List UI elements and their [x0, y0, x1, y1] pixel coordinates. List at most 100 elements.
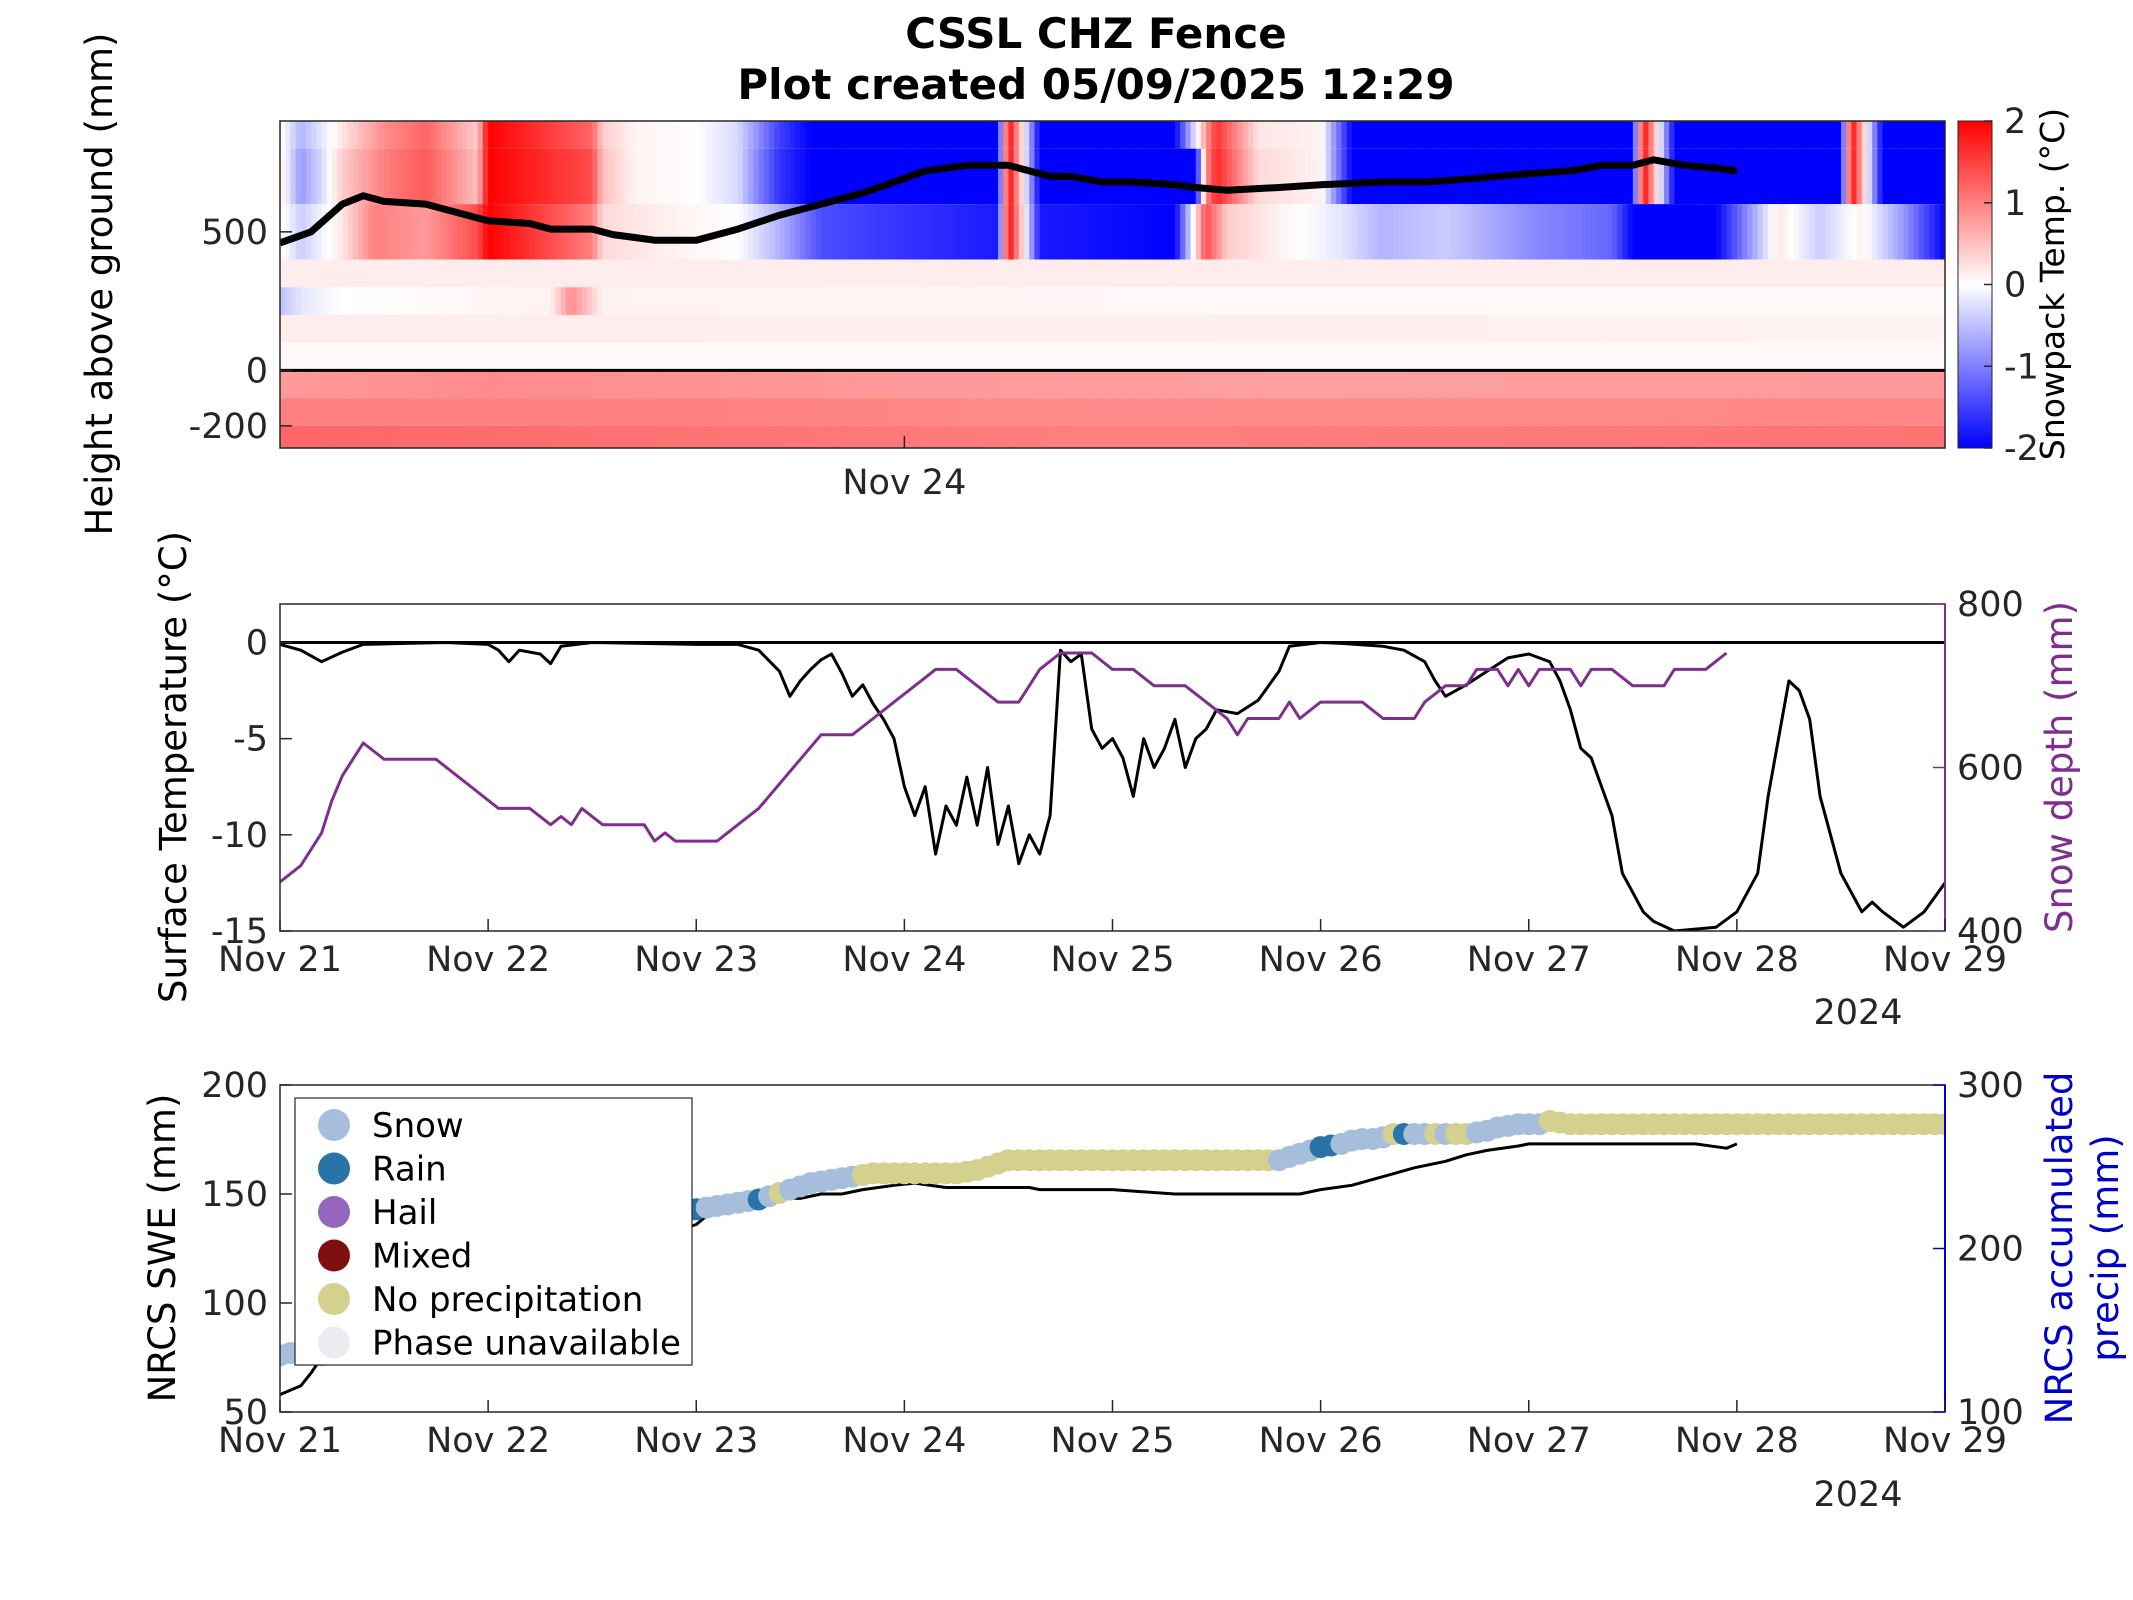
heatmap-cell	[1580, 259, 1587, 288]
heatmap-cell	[852, 425, 859, 448]
heatmap-cell	[1913, 342, 1920, 371]
heatmap-cell	[706, 148, 713, 205]
heatmap-cell	[508, 287, 515, 315]
heatmap-cell	[769, 121, 775, 149]
heatmap-cell	[1638, 342, 1644, 371]
heatmap-cell	[1367, 287, 1374, 315]
heatmap-cell	[1086, 259, 1093, 288]
heatmap-cell	[1596, 287, 1603, 315]
heatmap-cell	[639, 121, 645, 149]
heatmap-cell	[1091, 287, 1098, 315]
heatmap-cell	[404, 259, 411, 288]
heatmap-cell	[1143, 148, 1150, 205]
heatmap-cell	[1939, 314, 1945, 343]
heatmap-cell	[1237, 121, 1244, 149]
heatmap-cell	[1809, 314, 1816, 343]
heatmap-cell	[815, 314, 822, 343]
heatmap-cell	[1591, 398, 1597, 426]
heatmap-cell	[1383, 204, 1389, 260]
heatmap-cell	[1612, 121, 1618, 149]
heatmap-cell	[1211, 121, 1218, 149]
heatmap-cell	[446, 259, 453, 288]
heatmap-cell	[1263, 287, 1270, 315]
heatmap-cell	[1492, 342, 1499, 371]
heatmap-cell	[748, 259, 755, 288]
heatmap-cell	[1742, 204, 1748, 260]
heatmap-cell	[800, 259, 807, 288]
heatmap-cell	[727, 342, 734, 371]
heatmap-cell	[1060, 121, 1067, 149]
heatmap-cell	[841, 398, 848, 426]
heatmap-cell	[482, 287, 489, 315]
heatmap-cell	[1513, 287, 1519, 315]
heatmap-cell	[711, 314, 718, 343]
heatmap-cell	[586, 121, 593, 149]
heatmap-cell	[503, 398, 510, 426]
heatmap-cell	[1024, 425, 1030, 448]
heatmap-cell	[1117, 425, 1124, 448]
heatmap-cell	[1596, 148, 1603, 205]
heatmap-cell	[841, 148, 848, 205]
heatmap-cell	[774, 121, 781, 149]
heatmap-cell	[420, 370, 427, 399]
heatmap-cell	[1289, 148, 1296, 205]
heatmap-cell	[1887, 342, 1894, 371]
heatmap-cell	[1601, 287, 1608, 315]
heatmap-cell	[586, 287, 593, 315]
heatmap-cell	[1742, 425, 1748, 448]
heatmap-cell	[1570, 121, 1577, 149]
heatmap-cell	[358, 314, 364, 343]
heatmap-cell	[914, 204, 921, 260]
heatmap-cell	[550, 259, 557, 288]
heatmap-cell	[1315, 204, 1322, 260]
heatmap-cell	[711, 370, 718, 399]
heatmap-cell	[1258, 259, 1264, 288]
heatmap-cell	[1299, 342, 1306, 371]
heatmap-cell	[1455, 204, 1462, 260]
heatmap-cell	[373, 342, 380, 371]
heatmap-cell	[1549, 370, 1556, 399]
heatmap-cell	[618, 204, 624, 260]
heatmap-cell	[1471, 398, 1478, 426]
heatmap-cell	[1856, 342, 1863, 371]
heatmap-cell	[373, 259, 380, 288]
heatmap-cell	[1835, 287, 1842, 315]
heatmap-cell	[1596, 342, 1603, 371]
heatmap-cell	[1096, 398, 1103, 426]
heatmap-cell	[696, 259, 703, 288]
heatmap-cell	[727, 425, 734, 448]
heatmap-cell	[352, 342, 359, 371]
heatmap-cell	[914, 342, 921, 371]
heatmap-cell	[1013, 425, 1020, 448]
heatmap-cell	[1924, 121, 1930, 149]
heatmap-cell	[919, 425, 926, 448]
heatmap-cell	[940, 342, 947, 371]
heatmap-cell	[1830, 342, 1837, 371]
heatmap-cell	[295, 370, 302, 399]
heatmap-cell	[1102, 287, 1108, 315]
heatmap-cell	[607, 342, 614, 371]
heatmap-cell	[836, 148, 843, 205]
heatmap-cell	[1570, 314, 1577, 343]
heatmap-cell	[1237, 148, 1244, 205]
heatmap-cell	[488, 204, 494, 260]
heatmap-cell	[1060, 425, 1067, 448]
heatmap-cell	[888, 370, 895, 399]
heatmap-cell	[1174, 204, 1181, 260]
heatmap-cell	[456, 259, 463, 288]
heatmap-cell	[1533, 425, 1540, 448]
heatmap-cell	[1117, 259, 1124, 288]
heatmap-cell	[1788, 259, 1795, 288]
heatmap-cell	[1757, 287, 1764, 315]
heatmap-cell	[1435, 259, 1441, 288]
heatmap-cell	[1898, 204, 1904, 260]
heatmap-cell	[862, 204, 869, 260]
heatmap-cell	[514, 314, 520, 343]
heatmap-cell	[337, 148, 344, 205]
heatmap-cell	[1377, 287, 1384, 315]
heatmap-cell	[1424, 204, 1431, 260]
heatmap-cell	[1461, 314, 1467, 343]
heatmap-cell	[1622, 148, 1629, 205]
heatmap-cell	[1284, 287, 1290, 315]
heatmap-cell	[1414, 370, 1421, 399]
